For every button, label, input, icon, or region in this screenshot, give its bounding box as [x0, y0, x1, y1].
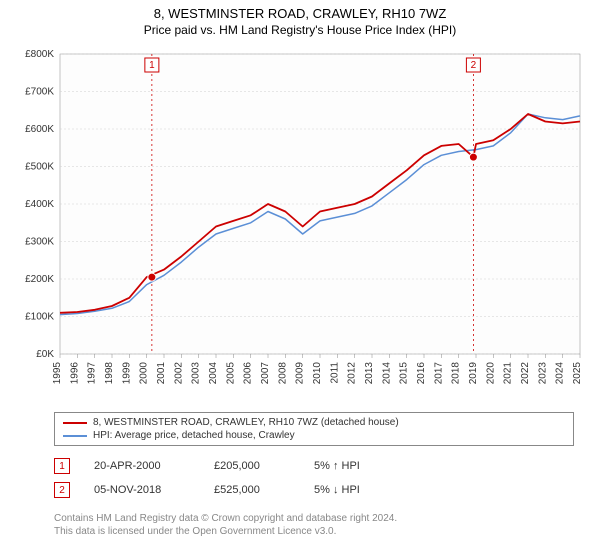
svg-text:2019: 2019: [468, 362, 479, 385]
svg-text:£800K: £800K: [25, 49, 54, 60]
svg-text:2014: 2014: [381, 362, 392, 385]
svg-text:2022: 2022: [520, 362, 531, 385]
svg-text:2007: 2007: [260, 362, 271, 385]
svg-text:2016: 2016: [416, 362, 427, 385]
svg-text:2011: 2011: [329, 362, 340, 384]
svg-text:£400K: £400K: [25, 199, 54, 210]
svg-text:2001: 2001: [156, 362, 167, 385]
price-chart: £0K £100K £200K £300K £400K £500K £600K £700K £8…: [10, 44, 590, 404]
svg-text:£0K: £0K: [36, 349, 54, 360]
page-subtitle: Price paid vs. HM Land Registry's House …: [0, 23, 600, 37]
svg-text:£700K: £700K: [25, 87, 54, 98]
svg-text:2021: 2021: [503, 362, 514, 385]
svg-text:£200K: £200K: [25, 274, 54, 285]
marker-row: 2 05-NOV-2018 £525,000 5% ↓ HPI: [54, 482, 574, 498]
svg-text:£300K: £300K: [25, 237, 54, 248]
svg-text:2003: 2003: [191, 362, 202, 385]
svg-text:2025: 2025: [572, 362, 583, 385]
svg-text:1995: 1995: [52, 362, 63, 385]
svg-text:2020: 2020: [485, 362, 496, 385]
marker-badge: 2: [54, 482, 70, 498]
marker-hpi: 5% ↓ HPI: [314, 484, 434, 496]
svg-text:1998: 1998: [104, 362, 115, 385]
legend-label: 8, WESTMINSTER ROAD, CRAWLEY, RH10 7WZ (…: [93, 417, 399, 428]
marker-date: 05-NOV-2018: [94, 484, 214, 496]
page-title: 8, WESTMINSTER ROAD, CRAWLEY, RH10 7WZ: [0, 6, 600, 21]
svg-text:2002: 2002: [173, 362, 184, 385]
svg-text:2012: 2012: [347, 362, 358, 385]
svg-text:2017: 2017: [433, 362, 444, 385]
marker-table: 1 20-APR-2000 £205,000 5% ↑ HPI 2 05-NOV…: [54, 458, 574, 506]
svg-text:2: 2: [471, 60, 477, 71]
svg-text:1997: 1997: [87, 362, 98, 385]
svg-text:£500K: £500K: [25, 162, 54, 173]
footer-line: Contains HM Land Registry data © Crown c…: [54, 512, 397, 525]
svg-text:2010: 2010: [312, 362, 323, 385]
footer-line: This data is licensed under the Open Gov…: [54, 525, 397, 538]
svg-text:1: 1: [149, 60, 155, 71]
svg-text:2000: 2000: [139, 362, 150, 385]
svg-text:1999: 1999: [121, 362, 132, 385]
marker-badge: 1: [54, 458, 70, 474]
svg-text:2023: 2023: [537, 362, 548, 385]
legend-item: 8, WESTMINSTER ROAD, CRAWLEY, RH10 7WZ (…: [63, 417, 565, 428]
svg-text:2018: 2018: [451, 362, 462, 385]
svg-text:2006: 2006: [243, 362, 254, 385]
marker-date: 20-APR-2000: [94, 460, 214, 472]
legend: 8, WESTMINSTER ROAD, CRAWLEY, RH10 7WZ (…: [54, 412, 574, 446]
marker-price: £205,000: [214, 460, 314, 472]
svg-text:2024: 2024: [555, 362, 566, 385]
svg-text:2015: 2015: [399, 362, 410, 385]
footer: Contains HM Land Registry data © Crown c…: [54, 512, 397, 538]
svg-text:1996: 1996: [69, 362, 80, 385]
svg-text:2013: 2013: [364, 362, 375, 385]
legend-item: HPI: Average price, detached house, Craw…: [63, 430, 565, 441]
legend-swatch: [63, 435, 87, 437]
svg-text:2004: 2004: [208, 362, 219, 385]
legend-swatch: [63, 422, 87, 424]
svg-text:2009: 2009: [295, 362, 306, 385]
svg-text:£100K: £100K: [25, 312, 54, 323]
svg-text:£600K: £600K: [25, 124, 54, 135]
marker-row: 1 20-APR-2000 £205,000 5% ↑ HPI: [54, 458, 574, 474]
marker-price: £525,000: [214, 484, 314, 496]
legend-label: HPI: Average price, detached house, Craw…: [93, 430, 295, 441]
svg-text:2005: 2005: [225, 362, 236, 385]
svg-text:2008: 2008: [277, 362, 288, 385]
marker-hpi: 5% ↑ HPI: [314, 460, 434, 472]
